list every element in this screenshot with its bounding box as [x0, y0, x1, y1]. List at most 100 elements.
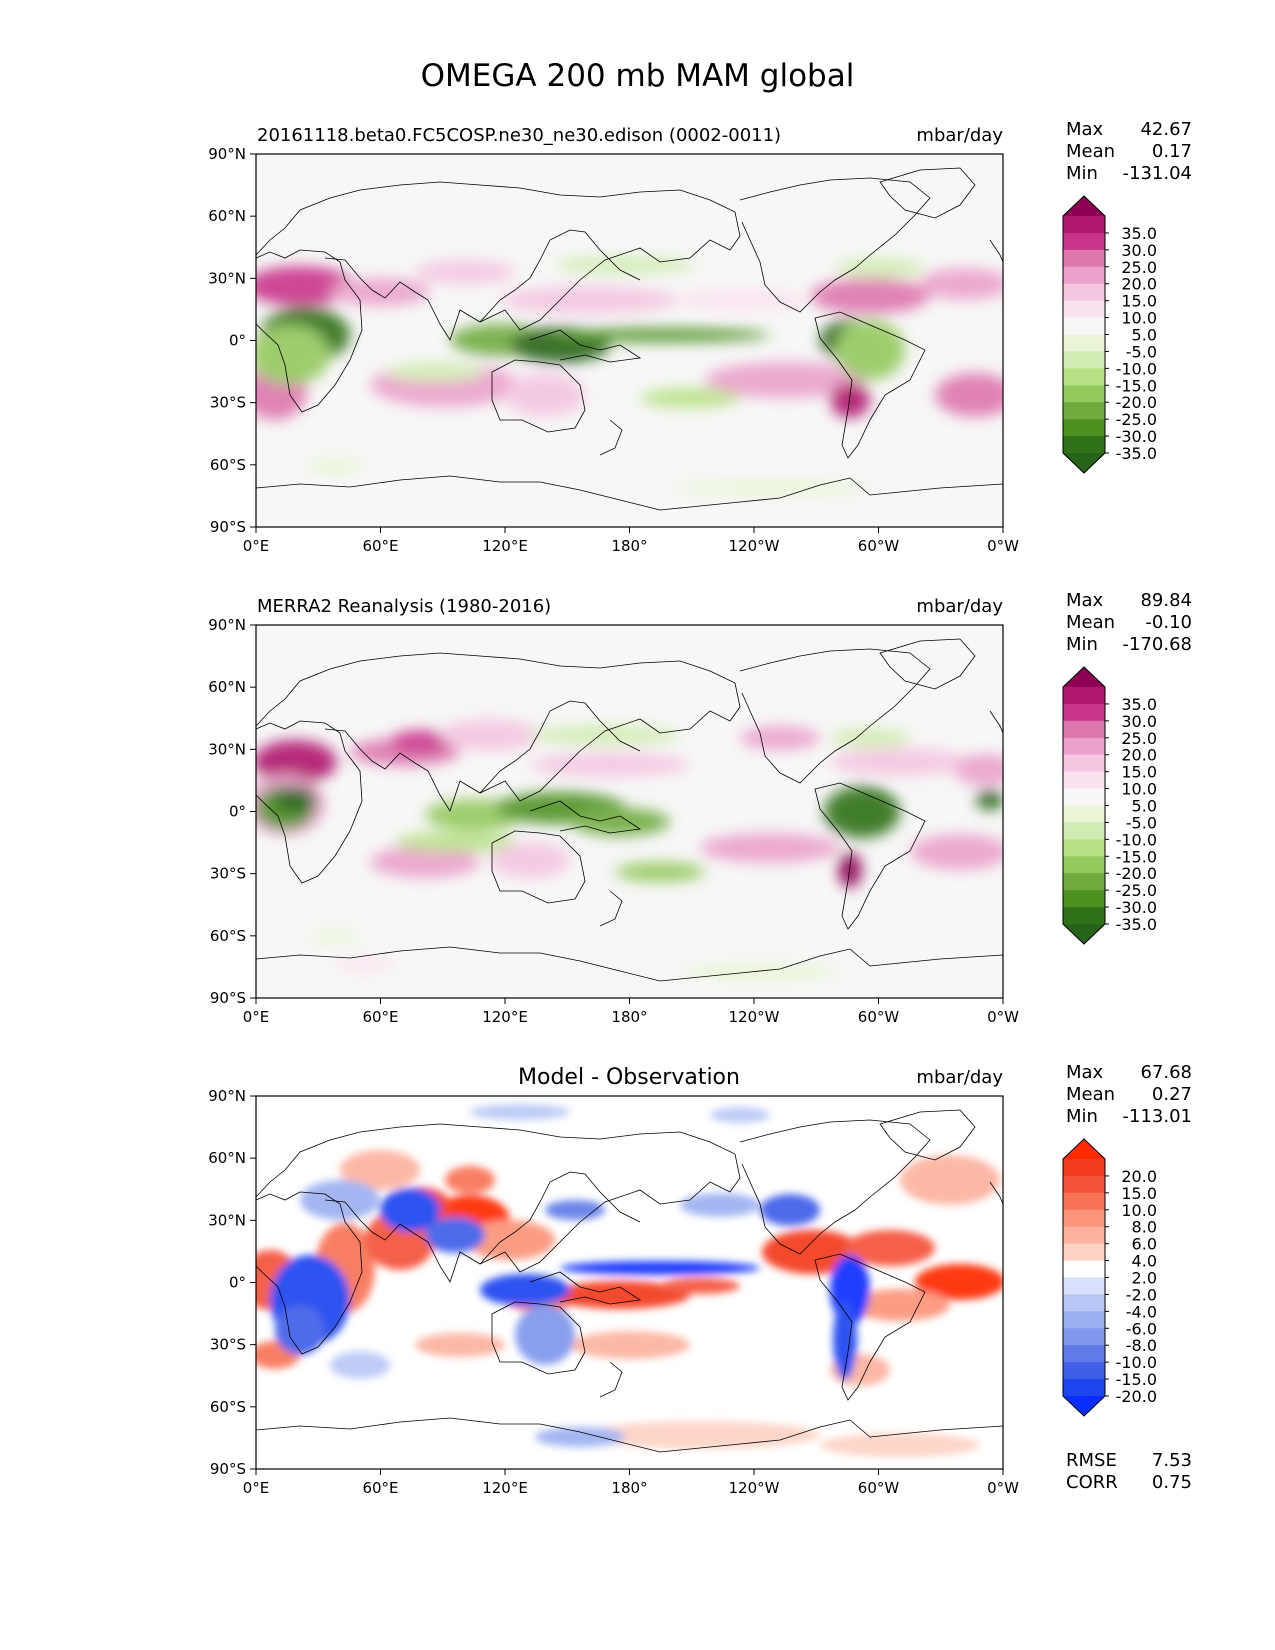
- y-tick-label: 90°S: [210, 1460, 246, 1478]
- coastlines: [255, 167, 1004, 511]
- field-blob: [830, 748, 970, 776]
- stat-min-value: -170.68: [1123, 634, 1192, 655]
- colorbar-extension-top: [1063, 196, 1105, 216]
- field-blob: [935, 373, 1003, 417]
- colorbar-segment: [1063, 232, 1105, 251]
- colorbar-label: 20.0: [1121, 746, 1157, 765]
- colorbar-label: 20.0: [1121, 1167, 1157, 1186]
- stat-rmse-value: 7.53: [1152, 1450, 1192, 1471]
- field-blob: [900, 1155, 1000, 1205]
- stats-box: Max 42.67 Mean 0.17 Min -131.04: [1066, 119, 1192, 184]
- panel-title: 20161118.beta0.FC5COSP.ne30_ne30.edison …: [257, 125, 781, 146]
- y-tick-label: 60°N: [208, 1149, 246, 1167]
- colorbar-segment: [1063, 419, 1105, 437]
- stat-mean-label: Mean: [1066, 612, 1115, 633]
- panel-units: mbar/day: [916, 1067, 1003, 1088]
- map-field: [256, 625, 1003, 998]
- colorbar-segment: [1063, 249, 1105, 268]
- field-blob: [300, 1180, 380, 1220]
- colorbar-segment: [1063, 687, 1105, 705]
- field-blob: [570, 1331, 690, 1359]
- coastline-greenland: [879, 638, 976, 690]
- colorbar-label: 10.0: [1121, 309, 1157, 328]
- field-blob: [275, 1305, 325, 1355]
- colorbar-segment: [1063, 334, 1105, 352]
- coastline-nz: [599, 890, 623, 927]
- field-blob: [500, 286, 680, 314]
- field-blob: [640, 388, 740, 408]
- y-tick-label: 30°S: [210, 394, 246, 412]
- coastline-asia-east: [479, 229, 641, 323]
- colorbar-label: -20.0: [1116, 1387, 1157, 1406]
- coastline-nz: [599, 1361, 623, 1398]
- coastline-australia: [491, 359, 586, 433]
- colorbar-segment: [1063, 1362, 1105, 1380]
- panel-title: MERRA2 Reanalysis (1980-2016): [257, 596, 551, 617]
- field-blob: [310, 930, 360, 944]
- colorbar-label: -10.0: [1116, 1353, 1157, 1372]
- colorbar-label: -15.0: [1116, 1370, 1157, 1389]
- colorbar-segment: [1063, 890, 1105, 908]
- colorbar-segment: [1063, 1159, 1105, 1177]
- colorbar-label: 5.0: [1132, 326, 1157, 345]
- field-blob: [910, 834, 1003, 870]
- map-field: [256, 1096, 1003, 1469]
- field-blob: [670, 290, 810, 310]
- colorbar-label: -35.0: [1116, 915, 1157, 934]
- field-blob: [440, 719, 540, 751]
- y-tick-label: 0°: [229, 332, 246, 350]
- map-field: [256, 154, 1003, 527]
- colorbar-segment: [1063, 754, 1105, 773]
- coastline-north-america: [739, 1119, 931, 1255]
- field-blob: [415, 1333, 505, 1357]
- x-tick-label: 120°E: [482, 537, 528, 555]
- field-blob: [838, 852, 862, 888]
- field-blob: [976, 790, 1003, 810]
- x-tick-label: 120°W: [729, 1008, 780, 1026]
- y-tick-label: 0°: [229, 1274, 246, 1292]
- field-blob: [810, 278, 930, 314]
- coastline-nz: [599, 419, 623, 456]
- coastline-south-america: [814, 1253, 926, 1401]
- x-tick-label: 0°E: [243, 537, 270, 555]
- field-blob: [740, 726, 820, 750]
- y-tick-label: 60°S: [210, 456, 246, 474]
- coastline-europe-east: [989, 710, 1004, 734]
- colorbar-segment: [1063, 216, 1105, 234]
- x-tick-label: 60°W: [858, 1008, 900, 1026]
- coastline-africa: [255, 249, 363, 413]
- coastline-greenland: [879, 1109, 976, 1161]
- field-blob: [705, 362, 865, 398]
- coastline-africa: [255, 1191, 363, 1355]
- colorbar-label: -20.0: [1116, 393, 1157, 412]
- colorbar-label: -2.0: [1126, 1285, 1157, 1304]
- field-blob: [480, 1274, 570, 1306]
- field-blob: [340, 1150, 420, 1190]
- colorbar-segment: [1063, 822, 1105, 840]
- coastlines: [255, 1109, 1004, 1453]
- field-blob: [845, 1230, 935, 1266]
- coastline-greenland: [879, 167, 976, 219]
- field-blob: [490, 842, 570, 878]
- y-tick-label: 90°N: [208, 145, 246, 163]
- stat-max-value: 42.67: [1140, 119, 1192, 140]
- colorbar-label: -8.0: [1126, 1336, 1157, 1355]
- colorbar-segment: [1063, 839, 1105, 857]
- field-blob: [615, 862, 705, 882]
- colorbar-segment: [1063, 737, 1105, 756]
- colorbar-extension-bottom: [1063, 924, 1105, 944]
- y-tick-label: 90°S: [210, 989, 246, 1007]
- field-blob: [660, 1278, 740, 1294]
- field-blob: [824, 786, 900, 838]
- colorbar-label: -5.0: [1126, 813, 1157, 832]
- stat-mean-value: 0.17: [1152, 141, 1192, 162]
- colorbar-label: -20.0: [1116, 864, 1157, 883]
- colorbar-label: -10.0: [1116, 359, 1157, 378]
- panel-difference: Model - Observation mbar/day: [208, 1062, 1192, 1497]
- colorbar-segment: [1063, 873, 1105, 891]
- colorbar-segment: [1063, 1328, 1105, 1346]
- colorbar-segment: [1063, 1175, 1105, 1194]
- y-tick-label: 60°N: [208, 207, 246, 225]
- stat-max-label: Max: [1066, 590, 1104, 611]
- coastlines: [255, 638, 1004, 982]
